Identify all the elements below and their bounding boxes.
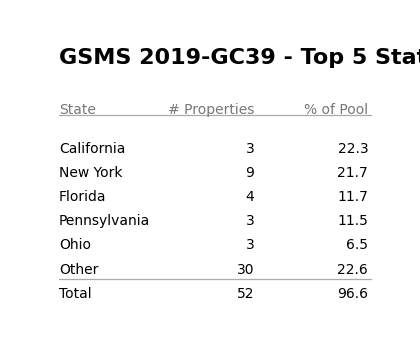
- Text: New York: New York: [59, 166, 123, 180]
- Text: State: State: [59, 103, 96, 117]
- Text: 11.7: 11.7: [337, 190, 368, 204]
- Text: 96.6: 96.6: [337, 287, 368, 301]
- Text: California: California: [59, 142, 126, 156]
- Text: Other: Other: [59, 263, 98, 277]
- Text: 9: 9: [245, 166, 255, 180]
- Text: 3: 3: [246, 239, 255, 252]
- Text: 4: 4: [246, 190, 255, 204]
- Text: % of Pool: % of Pool: [304, 103, 368, 117]
- Text: 22.3: 22.3: [338, 142, 368, 156]
- Text: 30: 30: [237, 263, 255, 277]
- Text: Pennsylvania: Pennsylvania: [59, 214, 150, 228]
- Text: 3: 3: [246, 214, 255, 228]
- Text: # Properties: # Properties: [168, 103, 255, 117]
- Text: Florida: Florida: [59, 190, 107, 204]
- Text: 52: 52: [237, 287, 255, 301]
- Text: 22.6: 22.6: [338, 263, 368, 277]
- Text: 3: 3: [246, 142, 255, 156]
- Text: 6.5: 6.5: [346, 239, 368, 252]
- Text: GSMS 2019-GC39 - Top 5 States: GSMS 2019-GC39 - Top 5 States: [59, 48, 420, 68]
- Text: 11.5: 11.5: [337, 214, 368, 228]
- Text: Total: Total: [59, 287, 92, 301]
- Text: 21.7: 21.7: [338, 166, 368, 180]
- Text: Ohio: Ohio: [59, 239, 91, 252]
